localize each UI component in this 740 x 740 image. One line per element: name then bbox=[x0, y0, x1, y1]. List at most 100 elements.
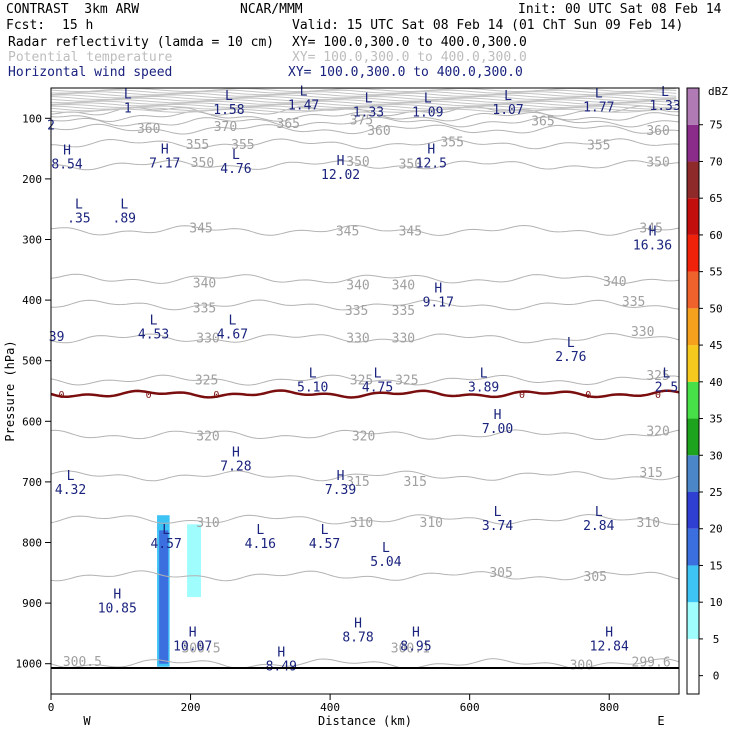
theta-label: 310 bbox=[637, 516, 660, 531]
theta-label: 335 bbox=[392, 304, 415, 319]
reflectivity-cell-2 bbox=[187, 524, 202, 598]
wind-extremum-value: 7.00 bbox=[482, 422, 513, 437]
theta-label: 350 bbox=[646, 156, 669, 171]
wind-extremum-marker: H bbox=[354, 616, 362, 631]
center-name: NCAR/MMM bbox=[240, 2, 303, 17]
wind-extremum-value: 12.02 bbox=[321, 168, 360, 183]
field-2-name: Potential temperature bbox=[8, 50, 173, 65]
init-time: Init: 00 UTC Sat 08 Feb 14 bbox=[518, 2, 722, 17]
wind-extremum-marker: L bbox=[365, 92, 373, 107]
field-3-xy: XY= 100.0,300.0 to 400.0,300.0 bbox=[288, 65, 523, 80]
theta-label: 345 bbox=[639, 222, 662, 237]
theta-contour-345 bbox=[50, 224, 680, 236]
theta-contour-365 bbox=[50, 116, 680, 128]
colorbar-unit: dBZ bbox=[708, 85, 728, 98]
theta-label: 315 bbox=[639, 466, 662, 481]
wind-extremum-value: 10.07 bbox=[173, 639, 212, 654]
wind-extremum-value: .89 bbox=[113, 212, 136, 227]
field-2-xy: XY= 100.0,300.0 to 400.0,300.0 bbox=[292, 50, 527, 65]
wind-extremum-value: 8.54 bbox=[51, 158, 82, 173]
theta-label: 350 bbox=[346, 155, 369, 170]
theta-label: 335 bbox=[193, 302, 216, 317]
wind-extremum-value: 1.77 bbox=[583, 101, 614, 116]
colorbar-label: 60 bbox=[709, 229, 722, 242]
wind-extremum-marker: L bbox=[124, 87, 132, 102]
colorbar-label: 10 bbox=[709, 596, 722, 609]
wind-extremum-marker: H bbox=[494, 408, 502, 423]
wind-extremum-value: 3.89 bbox=[468, 381, 499, 396]
colorbar-swatch-10 bbox=[687, 565, 699, 603]
theta-label: 340 bbox=[603, 275, 626, 290]
wind-extremum-marker: L bbox=[150, 313, 158, 328]
colorbar-swatch-60 bbox=[687, 198, 699, 235]
wind-extremum-value: 39 bbox=[49, 330, 65, 345]
wind-extremum-value: 1.33 bbox=[353, 106, 384, 121]
wind-extremum-value: 8.49 bbox=[266, 659, 297, 674]
theta-label: 360 bbox=[367, 124, 390, 139]
colorbar-swatch-15 bbox=[687, 528, 699, 566]
wind-extremum-value: 3.74 bbox=[482, 519, 513, 534]
theta-label: 300.5 bbox=[181, 642, 220, 657]
theta-label: 310 bbox=[196, 516, 219, 531]
x-tick-label: 600 bbox=[460, 701, 480, 714]
theta-label: 350 bbox=[191, 156, 214, 171]
wind-extremum-value: 8.95 bbox=[400, 639, 431, 654]
colorbar-swatch-35 bbox=[687, 381, 699, 419]
x-tick-label: 0 bbox=[48, 701, 55, 714]
plot-frame bbox=[50, 87, 680, 695]
theta-label: 330 bbox=[392, 331, 415, 346]
theta-label: 355 bbox=[186, 138, 209, 153]
theta-label: 365 bbox=[531, 114, 554, 129]
theta-contour-335 bbox=[50, 299, 680, 311]
theta-label: 360 bbox=[137, 122, 160, 137]
theta-label: 330 bbox=[346, 331, 369, 346]
y-tick-label: 600 bbox=[22, 415, 42, 428]
colorbar-label: 70 bbox=[709, 155, 722, 168]
theta-label: 345 bbox=[189, 222, 212, 237]
theta-contour-360 bbox=[50, 123, 680, 135]
field-3-name: Horizontal wind speed bbox=[8, 65, 173, 80]
wind-extremum-value: 4.16 bbox=[245, 537, 276, 552]
wind-extremum-marker: H bbox=[427, 142, 435, 157]
theta-label: 330 bbox=[631, 325, 654, 340]
valid-time: Valid: 15 UTC Sat 08 Feb 14 (01 ChT Sun … bbox=[292, 18, 684, 33]
theta-label: 300.5 bbox=[63, 655, 102, 670]
wind-extremum-marker: L bbox=[480, 367, 488, 382]
colorbar-label: 50 bbox=[709, 302, 722, 315]
wind-extremum-marker: L bbox=[225, 89, 233, 104]
wind-extremum-value: 16.36 bbox=[633, 238, 672, 253]
wind-extremum-value: 4.67 bbox=[217, 327, 248, 342]
theta-label: 300.1 bbox=[391, 642, 430, 657]
colorbar-frame bbox=[686, 87, 700, 695]
theta-label: 325 bbox=[395, 374, 418, 389]
y-tick-label: 400 bbox=[22, 294, 42, 307]
x-tick-label: 800 bbox=[599, 701, 619, 714]
colorbar-label: 75 bbox=[709, 119, 722, 132]
wind-extremum-marker: H bbox=[189, 625, 197, 640]
theta-label: 335 bbox=[345, 304, 368, 319]
wind-extremum-marker: L bbox=[162, 523, 170, 538]
wind-extremum-marker: H bbox=[649, 224, 657, 239]
theta-label: 310 bbox=[420, 516, 443, 531]
wind-extremum-marker: L bbox=[595, 87, 603, 102]
y-tick-label: 700 bbox=[22, 476, 42, 489]
wind-extremum-value: 4.57 bbox=[309, 537, 340, 552]
wind-extremum-marker: L bbox=[663, 367, 671, 382]
theta-contour-350 bbox=[50, 159, 680, 171]
colorbar-swatch-75 bbox=[687, 88, 699, 125]
y-axis-label: Pressure (hPa) bbox=[3, 340, 17, 441]
theta-upper-contour bbox=[50, 95, 677, 101]
colorbar-label: 20 bbox=[709, 523, 722, 536]
wind-extremum-value: 12.84 bbox=[590, 639, 629, 654]
wind-extremum-value: 7.17 bbox=[149, 156, 180, 171]
forecast-label: Fcst: bbox=[6, 18, 46, 33]
wind-extremum-marker: H bbox=[113, 587, 121, 602]
theta-upper-contour bbox=[50, 89, 677, 94]
y-tick-label: 100 bbox=[22, 112, 42, 125]
wind-extremum-value: 2.76 bbox=[555, 350, 586, 365]
theta-contour-325 bbox=[50, 374, 680, 386]
colorbar-swatch-20 bbox=[687, 492, 699, 529]
wind-extremum-marker: H bbox=[434, 281, 442, 296]
wind-extremum-marker: L bbox=[75, 198, 83, 213]
